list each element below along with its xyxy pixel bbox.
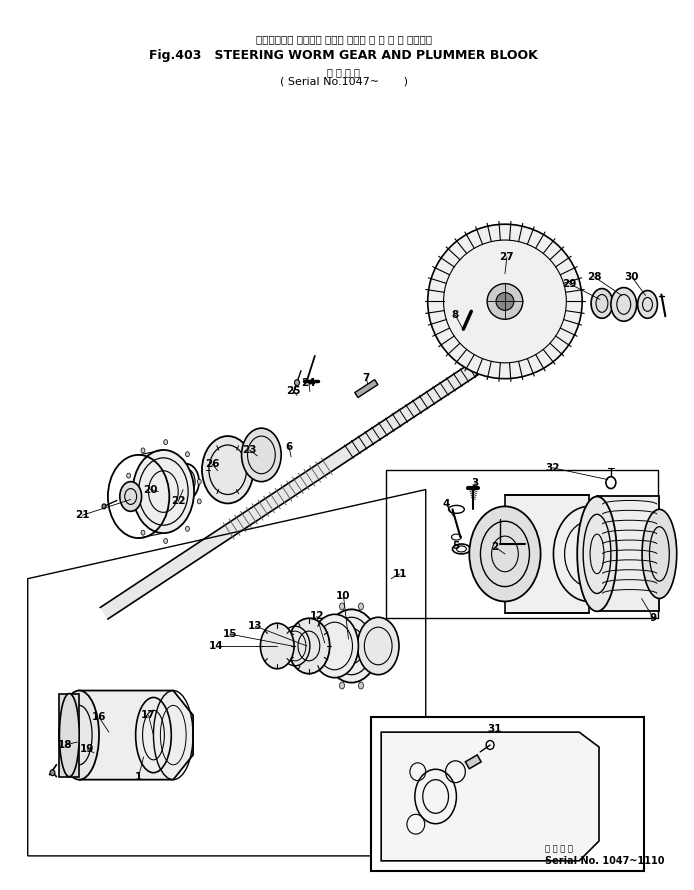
Text: 6: 6 — [285, 442, 293, 452]
Text: 9: 9 — [650, 613, 657, 623]
Ellipse shape — [380, 643, 384, 650]
Text: 適 用 号 機: 適 用 号 機 — [327, 67, 360, 77]
Ellipse shape — [638, 290, 657, 319]
Text: 20: 20 — [143, 484, 158, 495]
Ellipse shape — [642, 509, 677, 598]
Ellipse shape — [324, 610, 379, 683]
Ellipse shape — [127, 473, 130, 478]
Ellipse shape — [496, 293, 514, 311]
Text: 18: 18 — [58, 740, 73, 750]
Text: 11: 11 — [393, 569, 407, 578]
Ellipse shape — [50, 770, 55, 776]
Polygon shape — [60, 693, 79, 777]
Ellipse shape — [197, 479, 201, 484]
Text: ステアリング ウオーム ギヤー および プ ラ ン マ ブロック: ステアリング ウオーム ギヤー および プ ラ ン マ ブロック — [255, 34, 432, 44]
Text: 4: 4 — [443, 499, 450, 509]
Ellipse shape — [141, 530, 145, 535]
Text: 7: 7 — [363, 373, 370, 383]
Text: 22: 22 — [171, 497, 185, 506]
Ellipse shape — [339, 603, 344, 610]
Ellipse shape — [120, 481, 142, 512]
Ellipse shape — [359, 603, 364, 610]
Ellipse shape — [324, 618, 329, 625]
Ellipse shape — [359, 682, 364, 689]
Text: 28: 28 — [587, 271, 601, 282]
Text: 25: 25 — [286, 385, 301, 395]
Ellipse shape — [127, 505, 130, 510]
Ellipse shape — [60, 693, 79, 777]
Polygon shape — [597, 497, 659, 611]
Ellipse shape — [60, 691, 99, 780]
Text: 26: 26 — [205, 459, 219, 469]
Ellipse shape — [585, 551, 593, 557]
Ellipse shape — [197, 499, 201, 504]
Text: 16: 16 — [92, 712, 106, 723]
Text: 21: 21 — [75, 510, 90, 521]
Text: 31: 31 — [488, 724, 502, 734]
Text: 12: 12 — [310, 611, 324, 621]
Polygon shape — [466, 755, 481, 769]
Polygon shape — [79, 691, 193, 780]
Polygon shape — [355, 380, 378, 398]
Polygon shape — [100, 313, 553, 619]
Text: 32: 32 — [545, 463, 560, 473]
Polygon shape — [505, 495, 589, 613]
Ellipse shape — [585, 586, 593, 592]
Ellipse shape — [591, 288, 613, 319]
Ellipse shape — [164, 538, 168, 544]
Ellipse shape — [260, 623, 294, 668]
Ellipse shape — [357, 618, 399, 675]
Ellipse shape — [374, 618, 379, 625]
Ellipse shape — [487, 284, 523, 320]
Text: 17: 17 — [141, 710, 156, 720]
Ellipse shape — [374, 667, 379, 674]
Ellipse shape — [133, 450, 194, 533]
Ellipse shape — [294, 380, 300, 385]
Polygon shape — [371, 717, 643, 870]
Text: 29: 29 — [562, 279, 577, 288]
Text: 19: 19 — [80, 744, 94, 754]
Text: Serial No. 1047~1110: Serial No. 1047~1110 — [545, 856, 664, 866]
Ellipse shape — [311, 614, 358, 677]
Ellipse shape — [339, 682, 344, 689]
Ellipse shape — [324, 667, 329, 674]
Ellipse shape — [242, 428, 281, 481]
Text: 5: 5 — [452, 541, 459, 551]
Ellipse shape — [585, 516, 593, 522]
Text: 適 用 号 機: 適 用 号 機 — [545, 845, 573, 854]
Ellipse shape — [469, 506, 541, 602]
Ellipse shape — [428, 224, 582, 378]
Text: 2: 2 — [491, 542, 499, 552]
Ellipse shape — [102, 504, 106, 509]
Text: ( Serial No.1047~       ): ( Serial No.1047~ ) — [280, 77, 407, 86]
Text: Fig.403   STEERING WORM GEAR AND PLUMMER BLOOK: Fig.403 STEERING WORM GEAR AND PLUMMER B… — [149, 50, 538, 62]
Ellipse shape — [577, 497, 617, 611]
Text: 27: 27 — [500, 252, 514, 262]
Text: 13: 13 — [248, 621, 263, 631]
Ellipse shape — [141, 448, 145, 453]
Text: 14: 14 — [208, 641, 223, 651]
Ellipse shape — [185, 452, 189, 457]
Text: 15: 15 — [223, 629, 237, 639]
Text: 23: 23 — [242, 445, 257, 455]
Polygon shape — [381, 732, 599, 861]
Ellipse shape — [288, 619, 330, 674]
Ellipse shape — [319, 643, 323, 650]
Text: 3: 3 — [472, 478, 479, 488]
Ellipse shape — [611, 287, 636, 321]
Text: 8: 8 — [452, 311, 459, 320]
Text: 10: 10 — [337, 592, 350, 602]
Ellipse shape — [202, 436, 253, 504]
Ellipse shape — [164, 440, 168, 445]
Text: 24: 24 — [302, 377, 316, 388]
Ellipse shape — [185, 526, 189, 531]
Text: 30: 30 — [625, 271, 639, 282]
Text: 1: 1 — [135, 772, 142, 781]
